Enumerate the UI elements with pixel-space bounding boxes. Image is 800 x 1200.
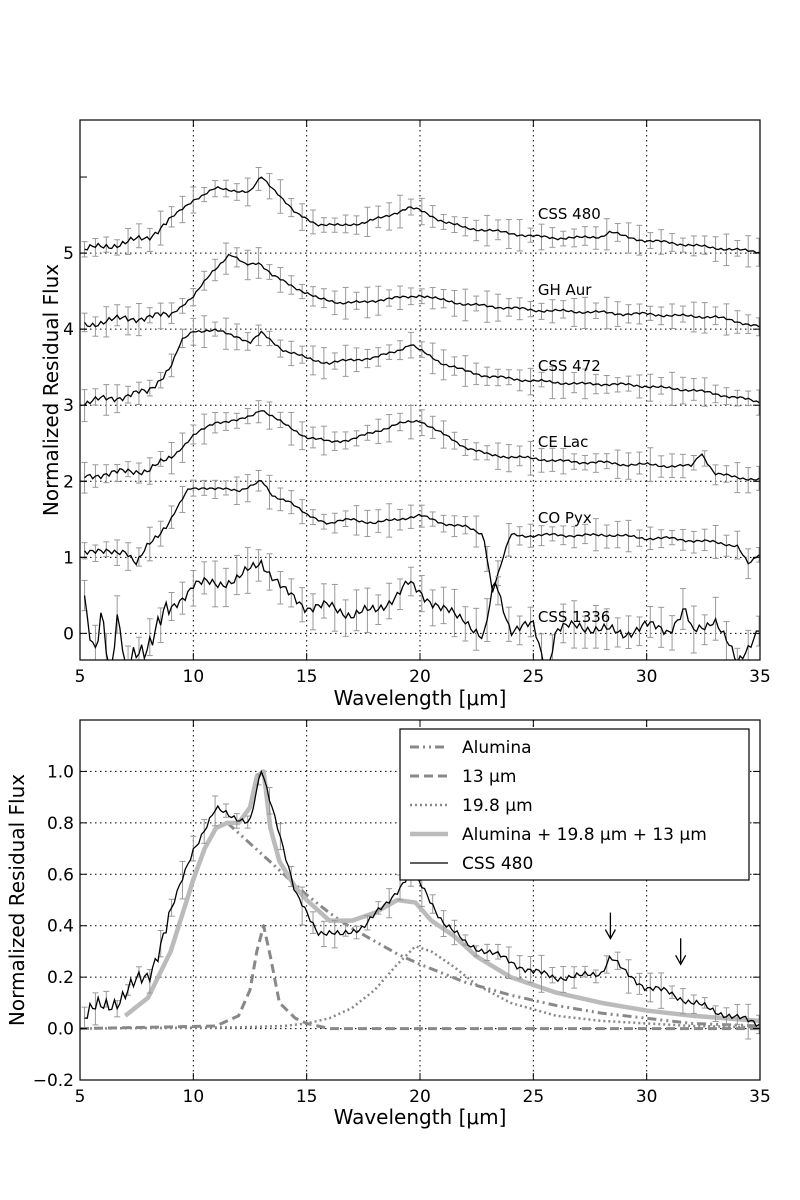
top-y-tick-label: 2 xyxy=(63,472,74,492)
top-x-tick-label: 5 xyxy=(75,667,86,687)
bottom-x-tick-label: 15 xyxy=(296,1087,318,1107)
spectrum-line xyxy=(84,480,760,593)
spectrum-line xyxy=(84,410,760,481)
curve-line xyxy=(84,769,760,1028)
bottom-y-tick-label: 0.6 xyxy=(47,865,74,885)
arrow-annotation xyxy=(604,912,616,940)
bottom-x-tick-label: 10 xyxy=(183,1087,205,1107)
legend-label: 19.8 μm xyxy=(462,796,533,816)
curve-13-m xyxy=(80,924,760,1031)
bottom-y-tick-label: 0.2 xyxy=(47,968,74,988)
top-ticks: 5 10 15 20 25 30 35 0 1 2 3 4 5 xyxy=(63,120,771,687)
bottom-ticks: 5 10 15 20 25 30 35 −0.2 0.0 0.2 0.4 0.6 0.8 1.0 xyxy=(33,720,771,1107)
bottom-x-tick-label: 35 xyxy=(749,1087,771,1107)
legend-entry: 19.8 μm xyxy=(410,796,533,816)
spectrum-line xyxy=(84,253,760,328)
star-label: CO Pyx xyxy=(538,509,592,527)
bottom-x-tick-label: 20 xyxy=(409,1087,431,1107)
top-x-tick-label: 20 xyxy=(409,667,431,687)
bottom-model-curves xyxy=(80,769,760,1040)
arrow-annotation xyxy=(675,938,687,966)
spectrum-line xyxy=(83,328,760,406)
top-y-tick-label: 3 xyxy=(63,396,74,416)
bottom-y-tick-label: 1.0 xyxy=(47,762,74,782)
top-x-tick-label: 35 xyxy=(749,667,771,687)
spectrum-gh-aur xyxy=(81,242,760,338)
star-label: CSS 480 xyxy=(538,205,601,223)
bottom-panel: 5 10 15 20 25 30 35 −0.2 0.0 0.2 0.4 0.6 0.8 1.0 Alum… xyxy=(5,719,771,1129)
bottom-x-tick-label: 25 xyxy=(523,1087,545,1107)
spectrum-line xyxy=(84,176,760,254)
star-label: GH Aur xyxy=(538,281,592,299)
top-y-tick-label: 0 xyxy=(63,624,74,644)
spectrum-css-1336 xyxy=(81,546,760,660)
curve-line xyxy=(80,924,760,1031)
legend-label: 13 μm xyxy=(462,767,516,787)
legend-entry: CSS 480 xyxy=(410,854,533,874)
spectrum-css-472 xyxy=(81,315,760,423)
top-x-tick-label: 15 xyxy=(296,667,318,687)
legend-entry: Alumina + 19.8 μm + 13 μm xyxy=(410,825,707,845)
bottom-y-tick-label: 0.0 xyxy=(47,1020,74,1040)
top-y-tick-label: 4 xyxy=(63,320,74,340)
star-label: CSS 472 xyxy=(538,357,601,375)
legend-box xyxy=(399,728,750,881)
top-y-tick-label: 1 xyxy=(63,548,74,568)
spectrum-line xyxy=(83,558,760,660)
top-panel: 5 10 15 20 25 30 35 0 1 2 3 4 5 CSS 480 GH Aur CSS 472… xyxy=(39,119,771,710)
legend-label: CSS 480 xyxy=(462,854,533,874)
top-star-labels: CSS 480 GH Aur CSS 472 CE Lac CO Pyx CSS 1336 xyxy=(538,205,610,626)
bottom-x-tick-label: 30 xyxy=(636,1087,658,1107)
top-x-axis-label: Wavelength [μm] xyxy=(334,686,507,710)
curve-line xyxy=(123,769,760,1024)
star-label: CE Lac xyxy=(538,433,589,451)
legend-entry: Alumina xyxy=(410,738,532,758)
top-y-axis-label: Normalized Residual Flux xyxy=(39,264,63,516)
spectrum-css-480 xyxy=(81,166,760,268)
top-spectra xyxy=(81,166,760,660)
legend-label: Alumina xyxy=(462,738,532,758)
bottom-arrows xyxy=(604,912,687,966)
bottom-y-tick-label: 0.8 xyxy=(47,814,74,834)
top-y-tick-label: 5 xyxy=(63,244,74,264)
bottom-x-axis-label: Wavelength [μm] xyxy=(334,1105,507,1129)
curve-19-8-m xyxy=(80,945,760,1030)
spectrum-ce-lac xyxy=(81,400,760,494)
legend-label: Alumina + 19.8 μm + 13 μm xyxy=(462,825,707,845)
legend: Alumina 13 μm 19.8 μm Alumina + 19.8 μm + 1… xyxy=(399,728,750,881)
top-x-tick-label: 25 xyxy=(523,667,545,687)
bottom-y-tick-label: 0.4 xyxy=(47,917,74,937)
star-label: CSS 1336 xyxy=(538,608,610,626)
bottom-y-tick-label: −0.2 xyxy=(33,1071,74,1091)
spectrum-co-pyx xyxy=(81,470,760,593)
curve-line xyxy=(80,945,760,1030)
top-x-tick-label: 10 xyxy=(183,667,205,687)
curve-alumina-19-8-m-13-m xyxy=(123,769,760,1024)
legend-entry: 13 μm xyxy=(410,767,516,787)
bottom-x-tick-label: 5 xyxy=(75,1087,86,1107)
top-x-tick-label: 30 xyxy=(636,667,658,687)
bottom-y-axis-label: Normalized Residual Flux xyxy=(5,774,29,1026)
